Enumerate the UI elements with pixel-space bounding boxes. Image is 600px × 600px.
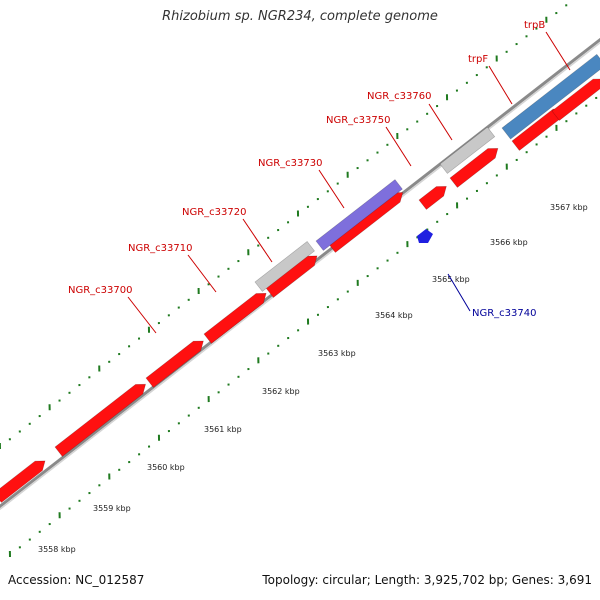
gene-box bbox=[439, 126, 496, 174]
gene-arrow bbox=[551, 78, 600, 121]
gene-arrow bbox=[203, 292, 267, 344]
gene-label: trpB bbox=[524, 20, 545, 31]
gene-box bbox=[315, 179, 403, 251]
gene-label: NGR_c33750 bbox=[326, 115, 391, 126]
scale-tick-label: 3567 kbp bbox=[550, 203, 588, 212]
gene-leader-line bbox=[242, 218, 273, 263]
gene-arrow bbox=[0, 460, 46, 503]
gene-leader-line bbox=[545, 31, 571, 71]
gene-box bbox=[501, 53, 600, 140]
gene-arrow bbox=[449, 148, 499, 188]
gene-leader-line bbox=[488, 65, 513, 105]
scale-tick-label: 3560 kbp bbox=[147, 463, 185, 472]
gene-leader-line bbox=[187, 254, 217, 293]
gene-leader-line bbox=[127, 296, 157, 334]
gene-label: trpF bbox=[468, 54, 488, 65]
scale-tick-label: 3561 kbp bbox=[204, 425, 242, 434]
gene-leader-line bbox=[447, 273, 471, 312]
scale-tick-label: 3566 kbp bbox=[490, 238, 528, 247]
gene-leader-line bbox=[428, 103, 453, 141]
gene-label: NGR_c33740 bbox=[472, 308, 537, 319]
gene-leader-line bbox=[385, 126, 412, 167]
gene-arrow bbox=[54, 383, 146, 457]
gene-arrow-reverse bbox=[417, 229, 433, 243]
gene-label: NGR_c33730 bbox=[258, 158, 323, 169]
accession-text: Accession: NC_012587 bbox=[8, 573, 145, 587]
gene-leader-line bbox=[318, 169, 345, 209]
gene-arrow bbox=[418, 186, 447, 210]
genome-summary-text: Topology: circular; Length: 3,925,702 bp… bbox=[262, 573, 592, 587]
scale-tick-label: 3559 kbp bbox=[93, 504, 131, 513]
scale-tick-label: 3562 kbp bbox=[262, 387, 300, 396]
scale-tick-label: 3558 kbp bbox=[38, 545, 76, 554]
gene-box bbox=[254, 241, 315, 292]
map-title: Rhizobium sp. NGR234, complete genome bbox=[162, 9, 438, 24]
scale-tick-label: 3564 kbp bbox=[375, 311, 413, 320]
gene-label: NGR_c33710 bbox=[128, 243, 193, 254]
gene-arrow bbox=[145, 340, 204, 388]
gene-label: NGR_c33720 bbox=[182, 207, 247, 218]
scale-tick-label: 3563 kbp bbox=[318, 349, 356, 358]
gene-label: NGR_c33700 bbox=[68, 285, 133, 296]
gene-label: NGR_c33760 bbox=[367, 91, 432, 102]
